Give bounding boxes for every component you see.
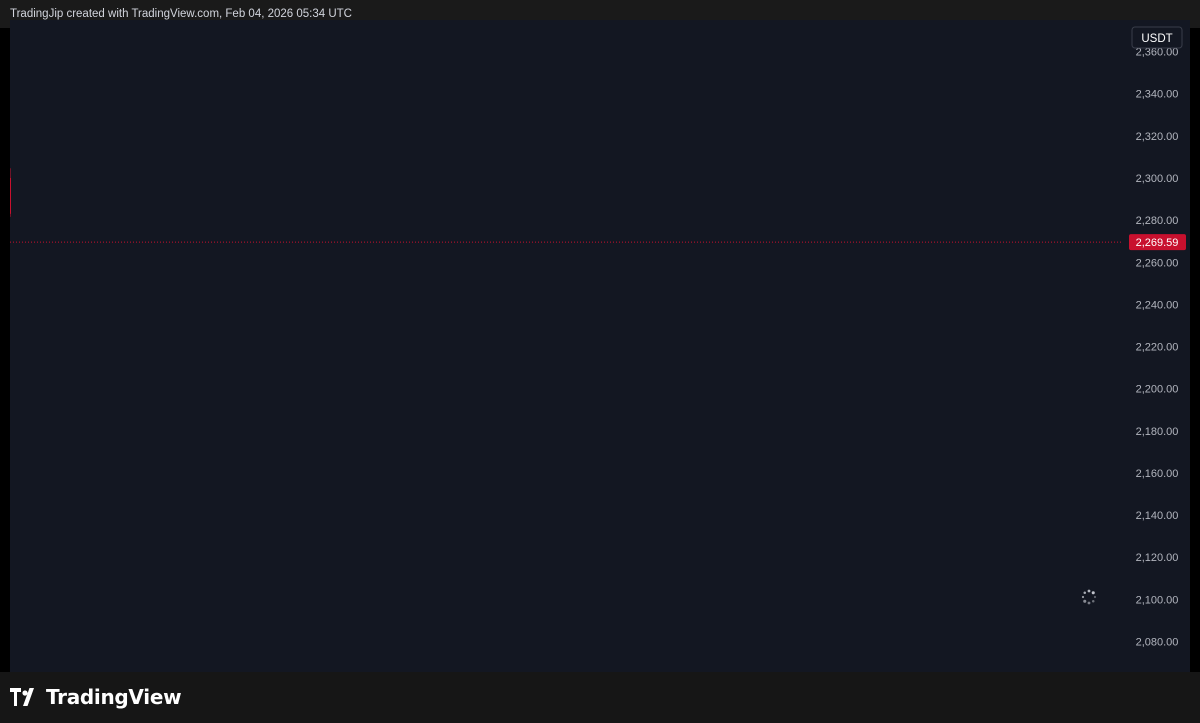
chart-caption: TradingJip created with TradingView.com,… [10, 8, 352, 20]
price-tick-label: 2,320.00 [1136, 131, 1179, 143]
candlestick-chart[interactable]: MANIPULATION 2,080.002,100.002,120.002,1… [10, 20, 1190, 672]
last-price-tag: 2,269.59 [1129, 234, 1186, 251]
last-price-label: 2,269.59 [1136, 237, 1179, 249]
chart-background [10, 20, 1190, 672]
candles-layer [10, 168, 11, 217]
price-tick-label: 2,140.00 [1136, 510, 1179, 522]
price-tick-label: 2,180.00 [1136, 426, 1179, 438]
price-axis[interactable]: 2,080.00 2,100.00 2,120.00 2,140.00 2,160.00… [1136, 47, 1179, 649]
price-tick-label: 2,200.00 [1136, 384, 1179, 396]
currency-badge[interactable]: USDT [1131, 26, 1183, 49]
price-tick-label: 2,340.00 [1136, 89, 1179, 101]
price-tick-label: 2,220.00 [1136, 342, 1179, 354]
price-tick-label: 2,360.00 [1136, 47, 1179, 59]
price-tick-label: 2,240.00 [1136, 299, 1179, 311]
currency-label: USDT [1141, 33, 1172, 45]
tradingview-logo-icon [10, 688, 34, 706]
footer-bar [0, 672, 1200, 723]
price-tick-label: 2,120.00 [1136, 552, 1179, 564]
price-tick-label: 2,080.00 [1136, 636, 1179, 648]
brand-name: TradingView [46, 685, 182, 709]
price-tick-label: 2,300.00 [1136, 173, 1179, 185]
chart-area[interactable]: MANIPULATION 2,080.002,100.002,120.002,1… [10, 20, 1190, 672]
price-tick-label: 2,100.00 [1136, 594, 1179, 606]
price-tick-label: 2,160.00 [1136, 468, 1179, 480]
loading-spinner-icon [1081, 589, 1097, 605]
price-tick-label: 2,260.00 [1136, 257, 1179, 269]
brand[interactable]: TradingView [10, 685, 182, 709]
price-tick-label: 2,280.00 [1136, 215, 1179, 227]
candle [10, 168, 11, 217]
